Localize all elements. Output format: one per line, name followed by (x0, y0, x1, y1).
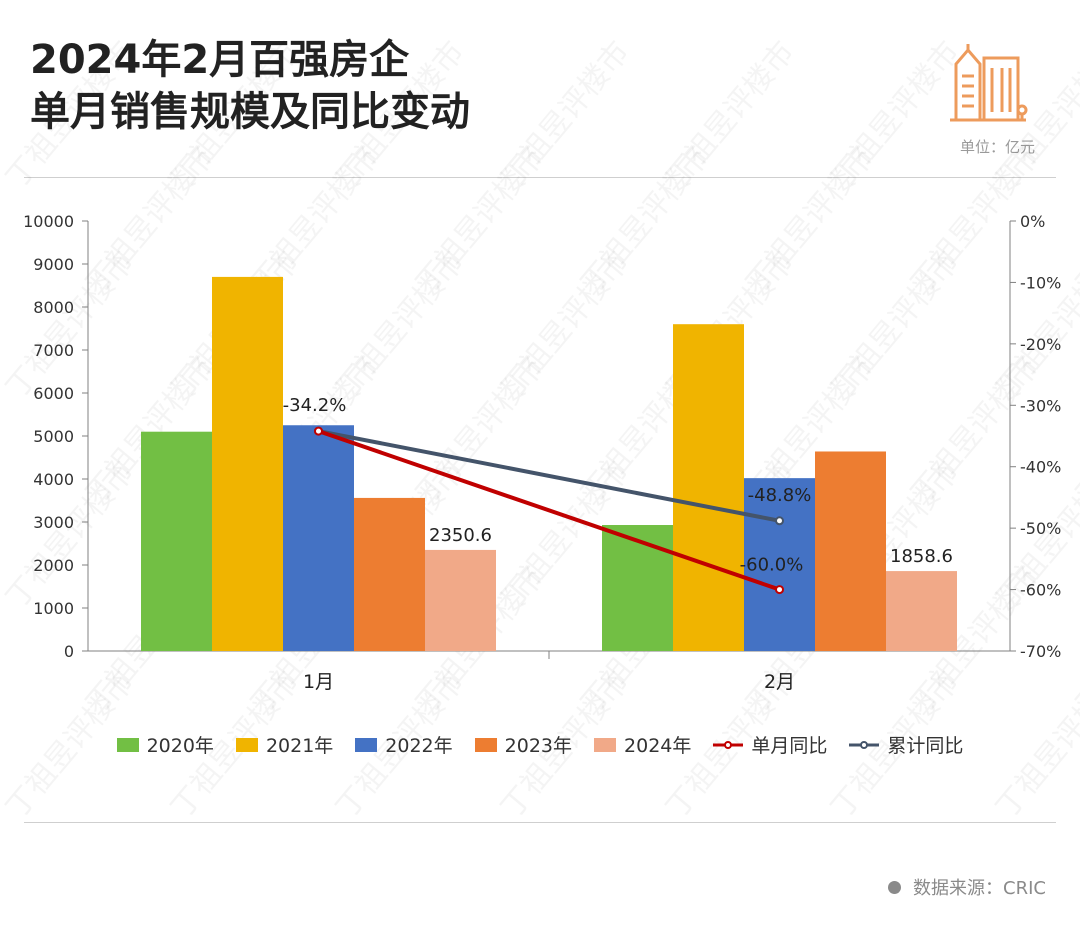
legend-label-2024: 2024年 (624, 735, 692, 757)
legend: 2020年 2021年 2022年 2023年 2024年 单月同比 累计同比 (0, 731, 1080, 758)
bars (141, 276, 957, 651)
y-tick-label: 5000 (33, 427, 74, 446)
y-tick-label: 8000 (33, 298, 74, 317)
legend-swatch-2021 (235, 737, 258, 752)
y2-tick-label: -10% (1020, 273, 1061, 292)
bar-2022-1 (283, 425, 354, 651)
title-line-1: 2024年2月百强房企 (30, 37, 410, 83)
bottom-divider (24, 822, 1056, 823)
legend-swatch-cumulative-yoy (849, 740, 880, 749)
y-tick-label: 4000 (33, 470, 74, 489)
legend-label-cumulative-yoy: 累计同比 (887, 735, 964, 757)
y-tick-label: 10000 (23, 212, 74, 231)
line-point (775, 516, 784, 526)
y-tick-label: 6000 (33, 384, 74, 403)
unit-label: 单位：亿元 (959, 138, 1035, 156)
y-tick-label: 0 (64, 642, 74, 661)
line-label-jan: -34.2% (283, 395, 347, 416)
legend-item-monthly-yoy: 单月同比 (713, 731, 827, 758)
y2-tick-label: -60% (1020, 581, 1061, 600)
bar-2021-2 (673, 324, 744, 651)
y-tick-label: 1000 (33, 599, 74, 618)
y2-tick-label: -30% (1020, 396, 1061, 415)
title-line-2: 单月销售规模及同比变动 (30, 89, 470, 135)
lines (314, 426, 784, 595)
legend-label-2022: 2022年 (385, 735, 453, 757)
y-tick-label: 9000 (33, 255, 74, 274)
line-point (314, 426, 323, 436)
y2-tick-label: -20% (1020, 335, 1061, 354)
legend-item-2021: 2021年 (235, 731, 334, 758)
y2-tick-label: -40% (1020, 458, 1061, 477)
legend-item-2023: 2023年 (474, 731, 573, 758)
bar-2024-1 (425, 549, 496, 651)
legend-swatch-2024 (594, 737, 617, 752)
legend-item-2020: 2020年 (116, 731, 214, 758)
chart-title: 2024年2月百强房企 单月销售规模及同比变动 (30, 34, 470, 138)
legend-item-2022: 2022年 (355, 731, 453, 758)
legend-swatch-2023 (474, 737, 497, 752)
legend-swatch-monthly-yoy (713, 740, 744, 749)
y-tick-label: 7000 (33, 341, 74, 360)
legend-label-2020: 2020年 (146, 735, 214, 757)
bar-2024-2 (886, 571, 957, 651)
bar-2022-2 (744, 478, 815, 651)
x-tick-label: 2月 (764, 671, 795, 693)
line-monthly-yoy (317, 429, 781, 592)
legend-label-2021: 2021年 (265, 735, 334, 757)
source-note: 数据来源：CRIC (888, 874, 1046, 900)
watermark-layer: 丁祖昱评楼市 丁祖昱评楼市 丁祖昱评楼市 丁祖昱评楼市 丁祖昱评楼市 丁祖昱评楼市 丁祖昱评… (0, 35, 1080, 825)
source-dot-icon (888, 881, 902, 894)
legend-item-2024: 2024年 (594, 731, 691, 758)
y2-tick-label: -50% (1020, 519, 1061, 538)
bar-2023-2 (815, 451, 886, 651)
y2-tick-label: 0% (1020, 212, 1045, 231)
y-tick-label: 3000 (33, 513, 74, 532)
bar-2021-1 (212, 276, 283, 651)
legend-label-monthly-yoy: 单月同比 (751, 735, 828, 757)
watermark-text: 丁祖昱评楼市 (0, 35, 142, 195)
data-labels: 2350.6 1858.6 -34.2% -48.8% -60.0% (283, 395, 953, 575)
source-label: 数据来源：CRIC (913, 878, 1046, 899)
bar-2020-2 (602, 525, 673, 651)
axes: 0 1000 2000 3000 4000 5000 6000 7000 8000 9000 100… (23, 212, 1061, 693)
x-tick-label: 1月 (303, 671, 334, 693)
building-icon (950, 44, 1028, 122)
legend-label-2023: 2023年 (504, 735, 573, 757)
line-cumulative-yoy (318, 429, 780, 523)
bar-label-2024: 2350.6 (429, 525, 492, 546)
bar-label-2024: 1858.6 (890, 546, 953, 567)
legend-swatch-2020 (116, 737, 139, 752)
legend-item-cumulative-yoy: 累计同比 (849, 731, 963, 758)
top-divider (24, 177, 1056, 178)
line-label-feb-cumulative: -48.8% (748, 485, 812, 506)
bar-2023-1 (354, 497, 425, 651)
line-point (775, 585, 784, 595)
y-tick-label: 2000 (33, 556, 74, 575)
legend-swatch-2022 (355, 737, 378, 752)
line-label-feb-monthly: -60.0% (740, 555, 804, 576)
y2-tick-label: -70% (1020, 642, 1061, 661)
bar-2020-1 (141, 431, 212, 651)
